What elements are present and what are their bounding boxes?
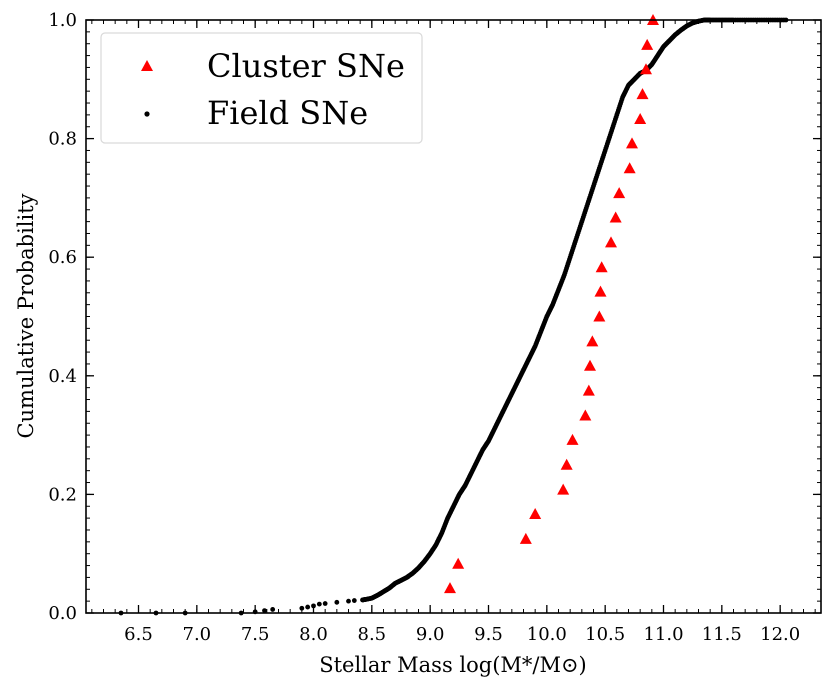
cluster-sne-point	[566, 433, 579, 445]
cluster-sne-point	[582, 384, 595, 396]
cluster-sne-point	[593, 310, 606, 322]
x-tick-label: 7.5	[241, 624, 270, 645]
legend: Cluster SNe Field SNe	[100, 32, 423, 144]
y-tick-label: 0.0	[48, 603, 77, 624]
y-tick-label: 0.6	[48, 247, 77, 268]
legend-field-label: Field SNe	[207, 94, 368, 132]
x-tick-labels: 6.5 7.0 7.5 8.0 8.5 9.0 9.5 10.0 10.5 11.0 11.5 12.…	[124, 624, 800, 645]
cluster-sne-point	[529, 507, 542, 519]
cluster-sne-point	[641, 38, 654, 50]
field-sne-point	[334, 599, 340, 605]
cluster-sne-point	[623, 162, 636, 174]
x-axis-label: Stellar Mass log(M*/M⊙)	[319, 653, 587, 677]
field-sne-series	[118, 17, 789, 616]
x-tick-label: 9.0	[416, 624, 445, 645]
x-tick-label: 9.5	[474, 624, 503, 645]
y-tick-label: 1.0	[48, 10, 77, 31]
cluster-sne-point	[557, 483, 570, 495]
legend-cluster-marker	[141, 60, 153, 71]
cluster-sne-point	[634, 113, 647, 125]
x-tick-label: 10.0	[527, 624, 567, 645]
y-tick-label: 0.2	[48, 484, 77, 505]
x-tick-label: 8.5	[358, 624, 387, 645]
cluster-sne-point	[594, 285, 607, 297]
x-tick-label: 11.0	[643, 624, 683, 645]
field-sne-point	[299, 605, 305, 611]
cluster-sne-point	[452, 557, 465, 569]
cluster-sne-point	[595, 261, 608, 273]
cluster-sne-point	[444, 582, 456, 594]
y-tick-label: 0.8	[48, 129, 77, 150]
x-tick-label: 6.5	[124, 624, 153, 645]
y-tick-labels: 0.0 0.2 0.4 0.6 0.8 1.0	[48, 10, 77, 624]
legend-cluster-label: Cluster SNe	[207, 47, 405, 85]
field-sne-point	[316, 601, 322, 607]
cluster-sne-point	[626, 137, 638, 149]
field-sne-point	[311, 603, 316, 609]
field-sne-point	[270, 607, 276, 612]
cluster-sne-point	[560, 458, 573, 470]
field-sne-point	[351, 598, 357, 603]
cluster-sne-point	[640, 63, 652, 75]
cluster-sne-point	[586, 335, 599, 347]
field-sne-point	[305, 604, 311, 610]
legend-box	[100, 32, 423, 144]
field-sne-point	[262, 608, 267, 614]
cluster-sne-point	[584, 359, 596, 371]
cluster-sne-point	[605, 236, 617, 248]
x-tick-label: 11.5	[702, 624, 742, 645]
cluster-sne-point	[519, 532, 532, 544]
cluster-sne-point	[579, 409, 592, 421]
y-tick-label: 0.4	[48, 366, 77, 387]
cluster-sne-series	[444, 14, 659, 594]
x-tick-label: 8.0	[299, 624, 328, 645]
plot-frame	[85, 19, 822, 614]
cluster-sne-point	[613, 187, 626, 199]
y-axis-label: Cumulative Probability	[14, 193, 38, 438]
x-tick-label: 10.5	[585, 624, 625, 645]
field-sne-point	[346, 598, 351, 604]
field-sne-point	[322, 601, 328, 606]
x-tick-label: 12.0	[760, 624, 800, 645]
cluster-sne-point	[636, 88, 649, 100]
cluster-sne-point	[609, 211, 622, 223]
x-tick-label: 7.0	[183, 624, 212, 645]
legend-field-marker	[144, 111, 150, 117]
